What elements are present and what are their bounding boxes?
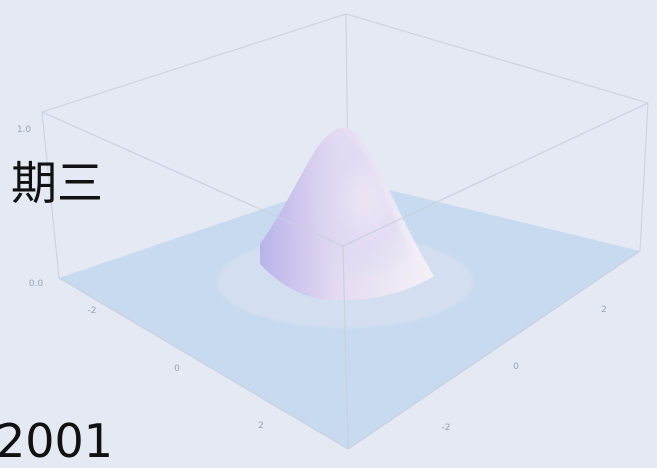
box-back-edge: [41, 13, 347, 113]
surface-plot: 0.0 1.0 -2 0 2 -2 0 2: [17, 13, 649, 450]
y-tick-label: 0: [513, 362, 519, 372]
axis-tick-labels: 0.0 1.0 -2 0 2 -2 0 2: [17, 125, 607, 433]
box-front-edge: [58, 277, 349, 450]
y-tick-label: 2: [601, 305, 607, 315]
surface-highlight: [310, 135, 420, 279]
box-front-edges: [41, 102, 649, 450]
box-back-edge: [345, 13, 649, 104]
gaussian-surface: [217, 127, 473, 328]
box-back-edge: [41, 111, 60, 279]
y-tick-label: -2: [442, 423, 451, 433]
box-front-edge: [342, 245, 349, 450]
box-back-edge: [639, 102, 649, 252]
z-tick-label: 1.0: [17, 125, 32, 135]
box-front-edge: [347, 250, 641, 450]
x-tick-label: 0: [174, 364, 180, 374]
x-tick-label: -2: [88, 306, 97, 316]
slide-text-bottom: 2001: [0, 414, 114, 468]
box-front-edge: [41, 111, 344, 247]
slide-text-top: 期三: [11, 156, 103, 210]
z-tick-label: 0.0: [29, 279, 44, 289]
box-front-edge: [342, 102, 649, 247]
x-tick-label: 2: [258, 421, 264, 431]
